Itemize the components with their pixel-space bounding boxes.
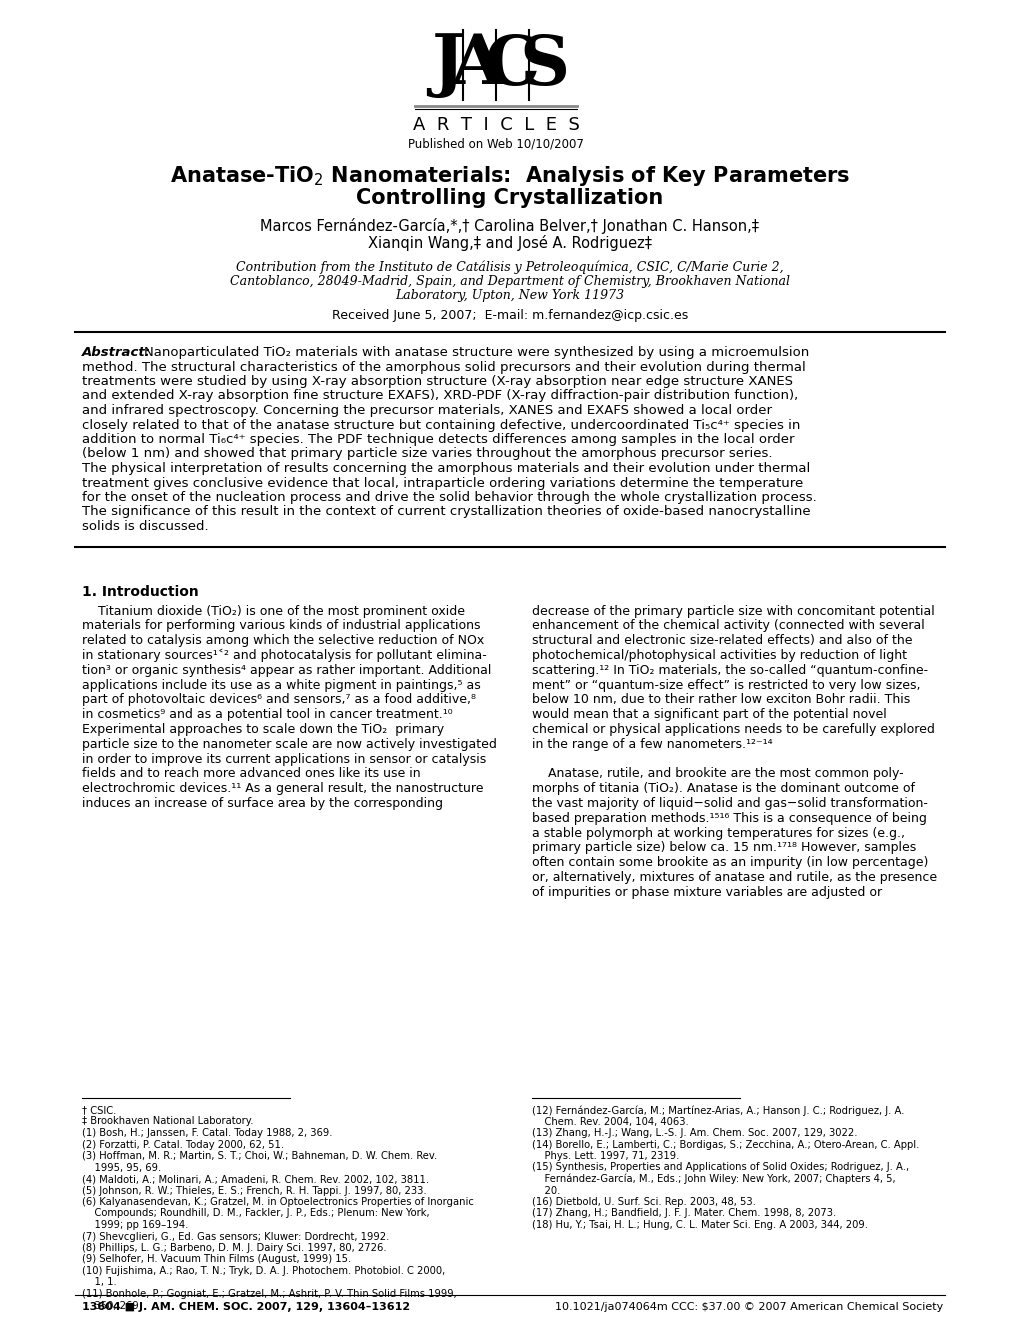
Text: ‡ Brookhaven National Laboratory.: ‡ Brookhaven National Laboratory. — [82, 1117, 254, 1126]
Text: for the onset of the nucleation process and drive the solid behavior through the: for the onset of the nucleation process … — [82, 491, 816, 504]
Text: induces an increase of surface area by the corresponding: induces an increase of surface area by t… — [82, 797, 442, 810]
Text: morphs of titania (TiO₂). Anatase is the dominant outcome of: morphs of titania (TiO₂). Anatase is the… — [532, 781, 914, 795]
Text: and extended X-ray absorption fine structure EXAFS), XRD-PDF (X-ray diffraction-: and extended X-ray absorption fine struc… — [82, 389, 798, 403]
Text: (6) Kalyanasendevan, K.; Gratzel, M. in Optoelectronics Properties of Inorganic: (6) Kalyanasendevan, K.; Gratzel, M. in … — [82, 1197, 474, 1206]
Text: in stationary sources¹˂² and photocatalysis for pollutant elimina-: in stationary sources¹˂² and photocataly… — [82, 649, 486, 663]
Text: (13) Zhang, H.-J.; Wang, L.-S. J. Am. Chem. Soc. 2007, 129, 3022.: (13) Zhang, H.-J.; Wang, L.-S. J. Am. Ch… — [532, 1129, 857, 1138]
Text: tion³ or organic synthesis⁴ appear as rather important. Additional: tion³ or organic synthesis⁴ appear as ra… — [82, 664, 491, 677]
Text: (14) Borello, E.; Lamberti, C.; Bordigas, S.; Zecchina, A.; Otero-Arean, C. Appl: (14) Borello, E.; Lamberti, C.; Bordigas… — [532, 1139, 918, 1150]
Text: based preparation methods.¹⁵¹⁶ This is a consequence of being: based preparation methods.¹⁵¹⁶ This is a… — [532, 812, 926, 825]
Text: (12) Fernández-García, M.; Martínez-Arias, A.; Hanson J. C.; Rodriguez, J. A.: (12) Fernández-García, M.; Martínez-Aria… — [532, 1105, 904, 1115]
Text: in the range of a few nanometers.¹²⁻¹⁴: in the range of a few nanometers.¹²⁻¹⁴ — [532, 738, 771, 751]
Text: (11) Bonhole, P.; Gogniat, E.; Gratzel, M.; Ashrit, P. V. Thin Solid Films 1999,: (11) Bonhole, P.; Gogniat, E.; Gratzel, … — [82, 1290, 457, 1299]
Text: photochemical/photophysical activities by reduction of light: photochemical/photophysical activities b… — [532, 649, 906, 661]
Text: in order to improve its current applications in sensor or catalysis: in order to improve its current applicat… — [82, 752, 486, 766]
Text: of impurities or phase mixture variables are adjusted or: of impurities or phase mixture variables… — [532, 886, 881, 899]
Text: Chem. Rev. 2004, 104, 4063.: Chem. Rev. 2004, 104, 4063. — [532, 1117, 688, 1126]
Text: part of photovoltaic devices⁶ and sensors,⁷ as a food additive,⁸: part of photovoltaic devices⁶ and sensor… — [82, 693, 476, 706]
Text: 1999; pp 169–194.: 1999; pp 169–194. — [82, 1220, 189, 1230]
Text: Cantoblanco, 28049-Madrid, Spain, and Department of Chemistry, Brookhaven Nation: Cantoblanco, 28049-Madrid, Spain, and De… — [229, 275, 790, 288]
Text: (10) Fujishima, A.; Rao, T. N.; Tryk, D. A. J. Photochem. Photobiol. C 2000,: (10) Fujishima, A.; Rao, T. N.; Tryk, D.… — [82, 1266, 445, 1276]
Text: 10.1021/ja074064m CCC: $37.00 © 2007 American Chemical Society: 10.1021/ja074064m CCC: $37.00 © 2007 Ame… — [554, 1302, 943, 1312]
Text: treatments were studied by using X-ray absorption structure (X-ray absorption ne: treatments were studied by using X-ray a… — [82, 375, 792, 388]
Text: 350, 269.: 350, 269. — [82, 1300, 142, 1311]
Text: electrochromic devices.¹¹ As a general result, the nanostructure: electrochromic devices.¹¹ As a general r… — [82, 781, 483, 795]
Text: primary particle size) below ca. 15 nm.¹⁷¹⁸ However, samples: primary particle size) below ca. 15 nm.¹… — [532, 841, 915, 854]
Text: 13604 ■ J. AM. CHEM. SOC. 2007, 129, 13604–13612: 13604 ■ J. AM. CHEM. SOC. 2007, 129, 136… — [82, 1302, 410, 1312]
Text: 20.: 20. — [532, 1185, 559, 1196]
Text: Controlling Crystallization: Controlling Crystallization — [356, 187, 663, 209]
Text: (18) Hu, Y.; Tsai, H. L.; Hung, C. L. Mater Sci. Eng. A 2003, 344, 209.: (18) Hu, Y.; Tsai, H. L.; Hung, C. L. Ma… — [532, 1220, 867, 1230]
Text: (4) Maldoti, A.; Molinari, A.; Amadeni, R. Chem. Rev. 2002, 102, 3811.: (4) Maldoti, A.; Molinari, A.; Amadeni, … — [82, 1173, 429, 1184]
Text: (17) Zhang, H.; Bandfield, J. F. J. Mater. Chem. 1998, 8, 2073.: (17) Zhang, H.; Bandfield, J. F. J. Mate… — [532, 1209, 836, 1218]
Text: (7) Shevcglieri, G., Ed. Gas sensors; Kluwer: Dordrecht, 1992.: (7) Shevcglieri, G., Ed. Gas sensors; Kl… — [82, 1232, 389, 1242]
Text: (2) Forzatti, P. Catal. Today 2000, 62, 51.: (2) Forzatti, P. Catal. Today 2000, 62, … — [82, 1139, 284, 1150]
Text: (8) Phillips, L. G.; Barbeno, D. M. J. Dairy Sci. 1997, 80, 2726.: (8) Phillips, L. G.; Barbeno, D. M. J. D… — [82, 1243, 386, 1253]
Text: (3) Hoffman, M. R.; Martin, S. T.; Choi, W.; Bahneman, D. W. Chem. Rev.: (3) Hoffman, M. R.; Martin, S. T.; Choi,… — [82, 1151, 437, 1162]
Text: solids is discussed.: solids is discussed. — [82, 520, 209, 533]
Text: Fernández-García, M., Eds.; John Wiley: New York, 2007; Chapters 4, 5,: Fernández-García, M., Eds.; John Wiley: … — [532, 1173, 895, 1184]
Text: fields and to reach more advanced ones like its use in: fields and to reach more advanced ones l… — [82, 767, 420, 780]
Text: 1995, 95, 69.: 1995, 95, 69. — [82, 1163, 161, 1172]
Text: (16) Dietbold, U. Surf. Sci. Rep. 2003, 48, 53.: (16) Dietbold, U. Surf. Sci. Rep. 2003, … — [532, 1197, 755, 1206]
Text: Laboratory, Upton, New York 11973: Laboratory, Upton, New York 11973 — [395, 289, 624, 301]
Text: † CSIC.: † CSIC. — [82, 1105, 116, 1115]
Text: below 10 nm, due to their rather low exciton Bohr radii. This: below 10 nm, due to their rather low exc… — [532, 693, 909, 706]
Text: and infrared spectroscopy. Concerning the precursor materials, XANES and EXAFS s: and infrared spectroscopy. Concerning th… — [82, 404, 771, 417]
Text: particle size to the nanometer scale are now actively investigated: particle size to the nanometer scale are… — [82, 738, 496, 751]
Text: treatment gives conclusive evidence that local, intraparticle ordering variation: treatment gives conclusive evidence that… — [82, 477, 803, 490]
Text: addition to normal Ti₆c⁴⁺ species. The PDF technique detects differences among s: addition to normal Ti₆c⁴⁺ species. The P… — [82, 433, 794, 446]
Text: would mean that a significant part of the potential novel: would mean that a significant part of th… — [532, 708, 886, 721]
Text: or, alternatively, mixtures of anatase and rutile, as the presence: or, alternatively, mixtures of anatase a… — [532, 871, 936, 884]
Text: (below 1 nm) and showed that primary particle size varies throughout the amorpho: (below 1 nm) and showed that primary par… — [82, 447, 771, 461]
Text: closely related to that of the anatase structure but containing defective, under: closely related to that of the anatase s… — [82, 418, 800, 432]
Text: Marcos Fernández-García,*,† Carolina Belver,† Jonathan C. Hanson,‡: Marcos Fernández-García,*,† Carolina Bel… — [260, 218, 759, 234]
Text: Experimental approaches to scale down the TiO₂  primary: Experimental approaches to scale down th… — [82, 723, 443, 737]
Text: materials for performing various kinds of industrial applications: materials for performing various kinds o… — [82, 619, 480, 632]
Text: in cosmetics⁹ and as a potential tool in cancer treatment.¹⁰: in cosmetics⁹ and as a potential tool in… — [82, 708, 452, 721]
Text: method. The structural characteristics of the amorphous solid precursors and the: method. The structural characteristics o… — [82, 360, 805, 374]
Text: Nanoparticulated TiO₂ materials with anatase structure were synthesized by using: Nanoparticulated TiO₂ materials with ana… — [144, 346, 808, 359]
Text: (5) Johnson, R. W.; Thieles, E. S.; French, R. H. Tappi. J. 1997, 80, 233.: (5) Johnson, R. W.; Thieles, E. S.; Fren… — [82, 1185, 426, 1196]
Text: decrease of the primary particle size with concomitant potential: decrease of the primary particle size wi… — [532, 605, 933, 618]
Text: ment” or “quantum-size effect” is restricted to very low sizes,: ment” or “quantum-size effect” is restri… — [532, 678, 919, 692]
Text: 1. Introduction: 1. Introduction — [82, 585, 199, 598]
Text: applications include its use as a white pigment in paintings,⁵ as: applications include its use as a white … — [82, 678, 480, 692]
Text: A: A — [450, 32, 504, 99]
Text: (15) Synthesis, Properties and Applications of Solid Oxides; Rodriguez, J. A.,: (15) Synthesis, Properties and Applicati… — [532, 1163, 908, 1172]
Text: a stable polymorph at working temperatures for sizes (e.g.,: a stable polymorph at working temperatur… — [532, 826, 904, 840]
Text: Phys. Lett. 1997, 71, 2319.: Phys. Lett. 1997, 71, 2319. — [532, 1151, 679, 1162]
Text: Xianqin Wang,‡ and José A. Rodriguez‡: Xianqin Wang,‡ and José A. Rodriguez‡ — [368, 235, 651, 251]
Text: 1, 1.: 1, 1. — [82, 1278, 116, 1287]
Text: The significance of this result in the context of current crystallization theori: The significance of this result in the c… — [82, 506, 810, 519]
Text: Contribution from the Instituto de Catálisis y Petroleoquímica, CSIC, C/Marie Cu: Contribution from the Instituto de Catál… — [236, 260, 783, 273]
Text: enhancement of the chemical activity (connected with several: enhancement of the chemical activity (co… — [532, 619, 924, 632]
Text: scattering.¹² In TiO₂ materials, the so-called “quantum-confine-: scattering.¹² In TiO₂ materials, the so-… — [532, 664, 927, 677]
Text: S: S — [519, 32, 569, 99]
Text: often contain some brookite as an impurity (in low percentage): often contain some brookite as an impuri… — [532, 857, 927, 869]
Text: Published on Web 10/10/2007: Published on Web 10/10/2007 — [408, 137, 583, 150]
Text: the vast majority of liquid−solid and gas−solid transformation-: the vast majority of liquid−solid and ga… — [532, 797, 927, 810]
Text: (9) Selhofer, H. Vacuum Thin Films (August, 1999) 15.: (9) Selhofer, H. Vacuum Thin Films (Augu… — [82, 1254, 351, 1265]
Text: Compounds; Roundhill, D. M., Fackler, J. P., Eds.; Plenum: New York,: Compounds; Roundhill, D. M., Fackler, J.… — [82, 1209, 429, 1218]
Text: Anatase, rutile, and brookite are the most common poly-: Anatase, rutile, and brookite are the mo… — [532, 767, 903, 780]
Text: (1) Bosh, H.; Janssen, F. Catal. Today 1988, 2, 369.: (1) Bosh, H.; Janssen, F. Catal. Today 1… — [82, 1129, 332, 1138]
Text: Received June 5, 2007;  E-mail: m.fernandez@icp.csic.es: Received June 5, 2007; E-mail: m.fernand… — [331, 309, 688, 322]
Text: related to catalysis among which the selective reduction of NOx: related to catalysis among which the sel… — [82, 634, 484, 647]
Text: J: J — [431, 32, 464, 99]
Text: structural and electronic size-related effects) and also of the: structural and electronic size-related e… — [532, 634, 912, 647]
Text: Abstract:: Abstract: — [82, 346, 151, 359]
Text: A  R  T  I  C  L  E  S: A R T I C L E S — [412, 116, 579, 135]
Text: Titanium dioxide (TiO₂) is one of the most prominent oxide: Titanium dioxide (TiO₂) is one of the mo… — [82, 605, 465, 618]
Text: The physical interpretation of results concerning the amorphous materials and th: The physical interpretation of results c… — [82, 462, 809, 475]
Text: Anatase-TiO$_2$ Nanomaterials:  Analysis of Key Parameters: Anatase-TiO$_2$ Nanomaterials: Analysis … — [170, 164, 849, 187]
Text: C: C — [484, 32, 539, 99]
Text: chemical or physical applications needs to be carefully explored: chemical or physical applications needs … — [532, 723, 934, 737]
